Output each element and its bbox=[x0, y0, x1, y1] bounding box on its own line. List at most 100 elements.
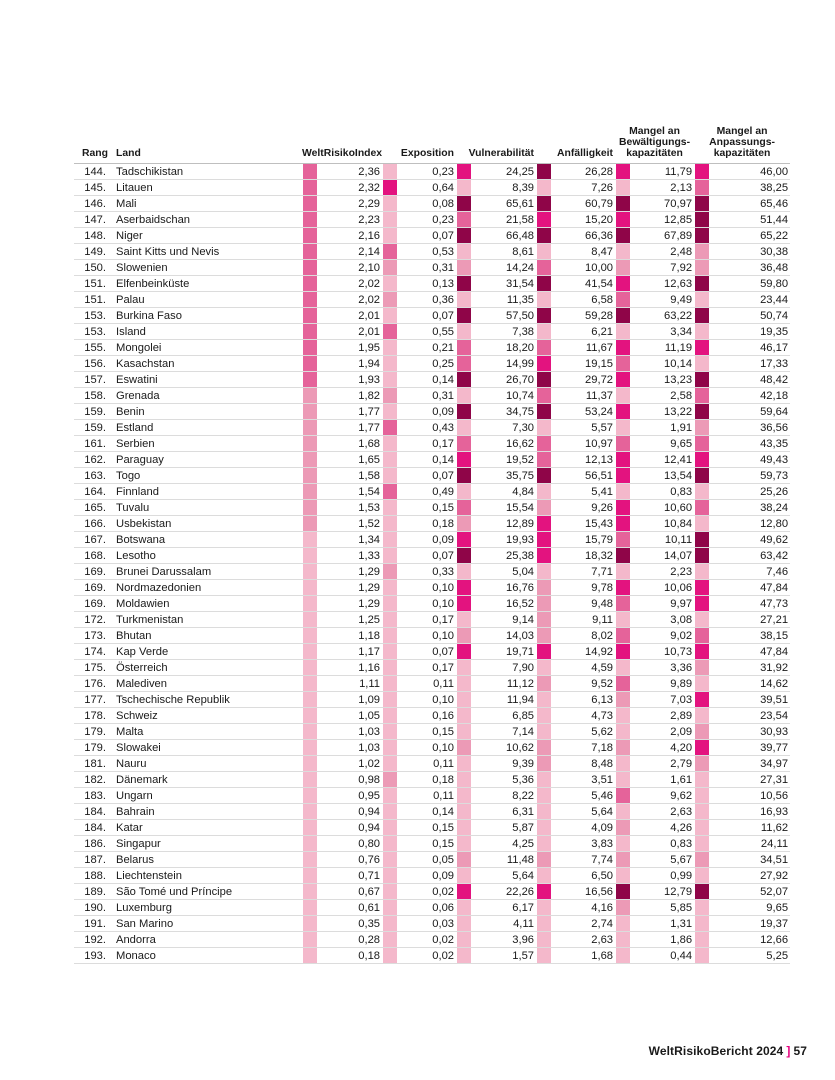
anfaelligkeit-swatch-cell bbox=[536, 803, 553, 820]
header-mangel-anpassung: Mangel an Anpassungs- kapazitäten bbox=[694, 126, 791, 164]
weltrisikoindex-swatch-cell bbox=[302, 867, 318, 884]
anfaelligkeit-value: 9,78 bbox=[552, 579, 616, 596]
weltrisikoindex-value: 2,01 bbox=[318, 307, 383, 324]
mangel-anpassung-swatch-cell bbox=[694, 227, 711, 244]
weltrisikoindex-swatch-cell bbox=[302, 339, 318, 356]
rank-cell: 191. bbox=[74, 915, 114, 932]
mangel-bewaeltigung-swatch-cell bbox=[615, 707, 632, 724]
mangel-bewaeltigung-color-swatch bbox=[616, 548, 631, 563]
mangel-anpassung-color-swatch bbox=[695, 644, 710, 659]
weltrisikoindex-value: 1,77 bbox=[318, 403, 383, 420]
weltrisikoindex-color-swatch bbox=[303, 244, 317, 259]
weltrisikoindex-swatch-cell bbox=[302, 739, 318, 756]
mangel-anpassung-value: 63,42 bbox=[710, 547, 791, 564]
vulnerabilitaet-value: 14,24 bbox=[472, 259, 537, 276]
exposition-color-swatch bbox=[383, 452, 398, 467]
anfaelligkeit-swatch-cell bbox=[536, 211, 553, 228]
anfaelligkeit-color-swatch bbox=[537, 180, 552, 195]
mangel-anpassung-swatch-cell bbox=[694, 947, 711, 964]
mangel-anpassung-swatch-cell bbox=[694, 355, 711, 372]
anfaelligkeit-swatch-cell bbox=[536, 323, 553, 340]
anfaelligkeit-color-swatch bbox=[537, 516, 552, 531]
exposition-value: 0,14 bbox=[398, 451, 457, 468]
weltrisikoindex-value: 1,52 bbox=[318, 515, 383, 532]
rank-cell: 144. bbox=[74, 163, 114, 180]
exposition-color-swatch bbox=[383, 276, 398, 291]
table-row: 192. Andorra 0,28 0,02 3,96 2,63 1,86 12,66 bbox=[74, 931, 791, 948]
vulnerabilitaet-color-swatch bbox=[457, 836, 472, 851]
weltrisikoindex-color-swatch bbox=[303, 596, 317, 611]
country-cell: Nauru bbox=[114, 755, 302, 772]
country-cell: Eswatini bbox=[114, 371, 302, 388]
header-anfaelligkeit: Anfälligkeit bbox=[536, 126, 616, 164]
weltrisikoindex-color-swatch bbox=[303, 164, 317, 179]
mangel-anpassung-swatch-cell bbox=[694, 659, 711, 676]
rank-cell: 193. bbox=[74, 947, 114, 964]
anfaelligkeit-value: 5,64 bbox=[552, 803, 616, 820]
mangel-bewaeltigung-color-swatch bbox=[616, 948, 631, 963]
vulnerabilitaet-value: 1,57 bbox=[472, 947, 537, 964]
country-cell: São Tomé und Príncipe bbox=[114, 883, 302, 900]
weltrisikoindex-color-swatch bbox=[303, 340, 317, 355]
mangel-bewaeltigung-color-swatch bbox=[616, 276, 631, 291]
weltrisikoindex-value: 0,35 bbox=[318, 915, 383, 932]
weltrisikoindex-value: 0,94 bbox=[318, 803, 383, 820]
anfaelligkeit-swatch-cell bbox=[536, 595, 553, 612]
anfaelligkeit-swatch-cell bbox=[536, 227, 553, 244]
vulnerabilitaet-swatch-cell bbox=[456, 531, 473, 548]
weltrisikoindex-value: 0,76 bbox=[318, 851, 383, 868]
weltrisikoindex-value: 0,18 bbox=[318, 947, 383, 964]
country-cell: Benin bbox=[114, 403, 302, 420]
rank-cell: 147. bbox=[74, 211, 114, 228]
mangel-anpassung-value: 16,93 bbox=[710, 803, 791, 820]
exposition-swatch-cell bbox=[382, 451, 399, 468]
mangel-anpassung-swatch-cell bbox=[694, 547, 711, 564]
exposition-color-swatch bbox=[383, 212, 398, 227]
rank-cell: 179. bbox=[74, 739, 114, 756]
exposition-swatch-cell bbox=[382, 803, 399, 820]
anfaelligkeit-value: 7,71 bbox=[552, 563, 616, 580]
mangel-bewaeltigung-value: 7,03 bbox=[631, 691, 695, 708]
mangel-bewaeltigung-value: 10,60 bbox=[631, 499, 695, 516]
anfaelligkeit-color-swatch bbox=[537, 564, 552, 579]
anfaelligkeit-value: 6,58 bbox=[552, 291, 616, 308]
mangel-bewaeltigung-value: 7,92 bbox=[631, 259, 695, 276]
table-row: 149. Saint Kitts und Nevis 2,14 0,53 8,61 8,4… bbox=[74, 243, 791, 260]
exposition-color-swatch bbox=[383, 612, 398, 627]
table-row: 172. Turkmenistan 1,25 0,17 9,14 9,11 3,08 27,2… bbox=[74, 611, 791, 628]
exposition-value: 0,18 bbox=[398, 515, 457, 532]
mangel-anpassung-swatch-cell bbox=[694, 835, 711, 852]
mangel-anpassung-swatch-cell bbox=[694, 691, 711, 708]
weltrisikoindex-swatch-cell bbox=[302, 835, 318, 852]
mangel-anpassung-value: 24,11 bbox=[710, 835, 791, 852]
header-coping-line-3: kapazitäten bbox=[626, 148, 683, 159]
vulnerabilitaet-value: 19,71 bbox=[472, 643, 537, 660]
table-row: 159. Benin 1,77 0,09 34,75 53,24 13,22 59,64 bbox=[74, 403, 791, 420]
exposition-color-swatch bbox=[383, 356, 398, 371]
exposition-swatch-cell bbox=[382, 707, 399, 724]
weltrisikoindex-swatch-cell bbox=[302, 163, 318, 180]
anfaelligkeit-color-swatch bbox=[537, 260, 552, 275]
weltrisikoindex-value: 2,10 bbox=[318, 259, 383, 276]
mangel-bewaeltigung-swatch-cell bbox=[615, 723, 632, 740]
vulnerabilitaet-color-swatch bbox=[457, 772, 472, 787]
rank-cell: 149. bbox=[74, 243, 114, 260]
table-row: 168. Lesotho 1,33 0,07 25,38 18,32 14,07 63,42 bbox=[74, 547, 791, 564]
vulnerabilitaet-color-swatch bbox=[457, 260, 472, 275]
weltrisikoindex-color-swatch bbox=[303, 404, 317, 419]
mangel-bewaeltigung-swatch-cell bbox=[615, 275, 632, 292]
weltrisikoindex-value: 0,61 bbox=[318, 899, 383, 916]
weltrisikoindex-value: 1,33 bbox=[318, 547, 383, 564]
anfaelligkeit-swatch-cell bbox=[536, 947, 553, 964]
mangel-bewaeltigung-value: 2,48 bbox=[631, 243, 695, 260]
mangel-anpassung-color-swatch bbox=[695, 692, 710, 707]
anfaelligkeit-swatch-cell bbox=[536, 883, 553, 900]
header-mangel-bewaeltigung: Mangel an Bewältigungs- kapazitäten bbox=[615, 126, 695, 164]
country-cell: Mali bbox=[114, 195, 302, 212]
vulnerabilitaet-swatch-cell bbox=[456, 611, 473, 628]
mangel-anpassung-swatch-cell bbox=[694, 867, 711, 884]
weltrisikoindex-swatch-cell bbox=[302, 627, 318, 644]
anfaelligkeit-swatch-cell bbox=[536, 851, 553, 868]
mangel-bewaeltigung-value: 3,08 bbox=[631, 611, 695, 628]
mangel-bewaeltigung-swatch-cell bbox=[615, 163, 632, 180]
